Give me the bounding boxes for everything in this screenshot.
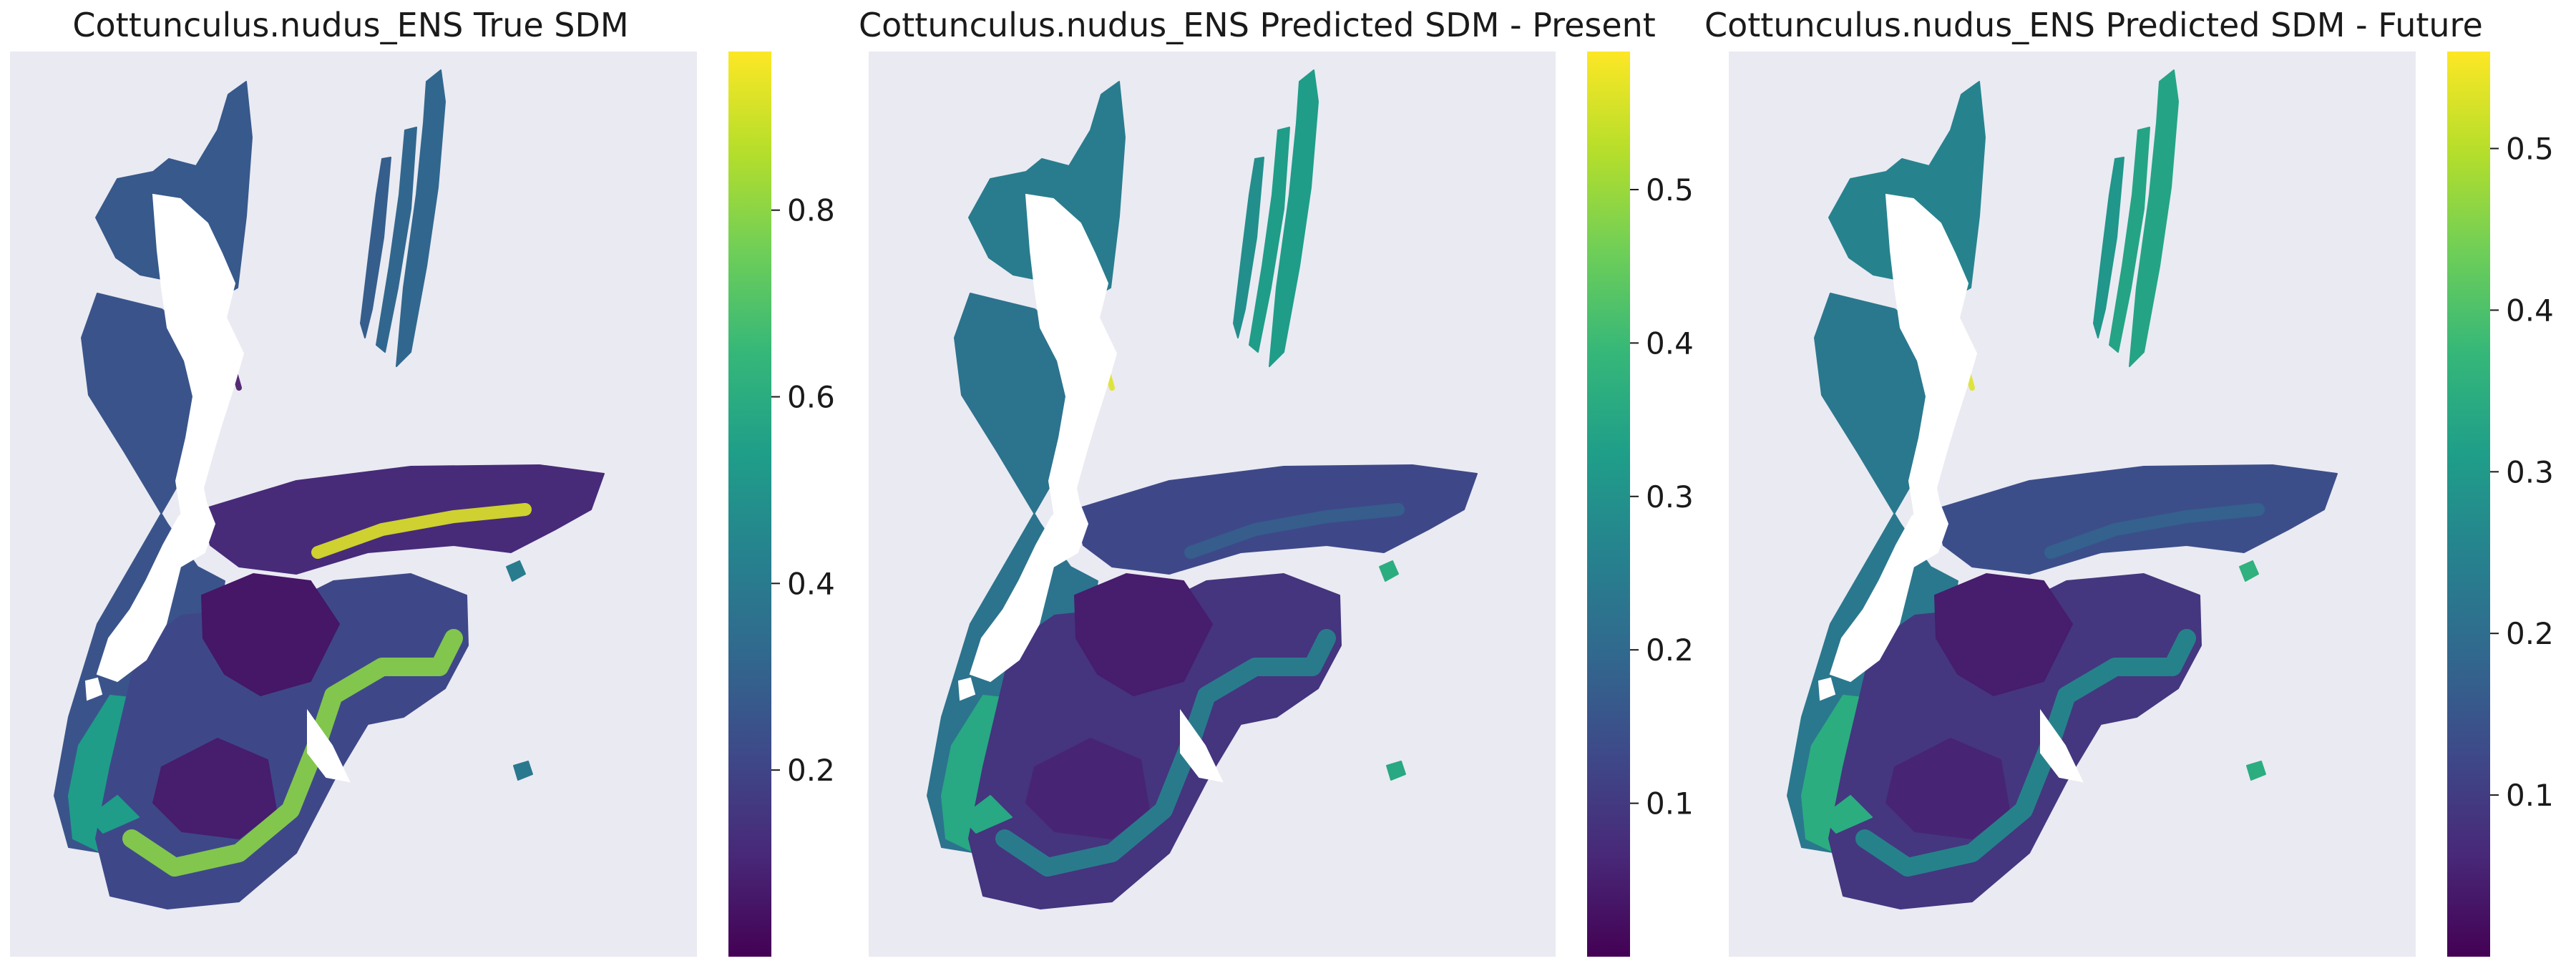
south-island-landmass: [96, 494, 216, 683]
southern-tail-region: [961, 795, 1013, 834]
southern-tail-region: [88, 795, 140, 834]
chatham-islands-patch: [506, 560, 526, 582]
colorbar-scale: 0.1 0.2 0.3 0.4 0.5: [1587, 52, 1694, 957]
no-data-gap: [307, 708, 351, 783]
stewart-island-landmass: [1818, 677, 1836, 701]
colorbar-tick-label: 0.5: [1646, 172, 1694, 208]
colorbar-tick-label: 0.2: [787, 753, 835, 788]
kermadec-ridge-region: [1269, 69, 1319, 367]
chatham-islands-patch: [1379, 560, 1399, 582]
rise-ridge-band: [1184, 503, 1405, 559]
kermadec-ridge-region: [360, 157, 391, 338]
map-plot-area: [869, 52, 1556, 957]
low-suitability-patch: [1025, 738, 1150, 839]
south-island-landmass: [969, 494, 1089, 683]
bounty-islands-patch: [2246, 761, 2266, 781]
colorbar-tick-label: 0.1: [2506, 778, 2554, 813]
map-plot-area: [10, 52, 697, 957]
species-distribution-map: [54, 69, 605, 909]
colorbar-tick-label: 0.3: [1646, 479, 1694, 514]
stewart-island-landmass: [957, 677, 976, 701]
bounty-islands-patch: [1386, 761, 1406, 781]
kermadec-ridge-region: [2129, 69, 2179, 367]
panel-true-sdm: Cottunculus.nudus_ENS True SDM 0.2 0.4 0.6…: [0, 0, 835, 966]
colorbar-gradient: [2447, 52, 2490, 957]
colorbar-gradient: [1587, 52, 1630, 957]
colorbar-tick-label: 0.4: [787, 566, 835, 601]
kermadec-ridge-region: [376, 127, 417, 353]
low-suitability-patch: [1885, 738, 2010, 839]
colorbar-tick-label: 0.4: [2506, 293, 2554, 328]
chart-title: Cottunculus.nudus_ENS Predicted SDM - Pr…: [859, 6, 1656, 44]
kermadec-ridge-region: [1233, 157, 1264, 338]
rise-ridge-band: [311, 503, 532, 559]
panel-predicted-present: Cottunculus.nudus_ENS Predicted SDM - Pr…: [859, 0, 1694, 966]
low-suitability-patch: [152, 738, 277, 839]
map-plot-area: [1729, 52, 2416, 957]
colorbar-gradient: [728, 52, 771, 957]
colorbar: 0.1 0.2 0.3 0.4 0.5: [1587, 52, 1694, 957]
no-data-gap: [2040, 708, 2084, 783]
colorbar-tick-label: 0.1: [1646, 786, 1694, 821]
colorbar: 0.2 0.4 0.6 0.8: [728, 52, 835, 957]
chatham-islands-patch: [2239, 560, 2259, 582]
colorbar: 0.1 0.2 0.3 0.4 0.5: [2447, 52, 2554, 957]
colorbar-tick-label: 0.5: [2506, 132, 2554, 167]
kermadec-ridge-region: [2093, 157, 2124, 338]
kermadec-ridge-region: [2109, 127, 2150, 353]
colorbar-tick-label: 0.2: [2506, 616, 2554, 651]
panel-predicted-future: Cottunculus.nudus_ENS Predicted SDM - Fu…: [1704, 0, 2554, 966]
chart-title: Cottunculus.nudus_ENS True SDM: [72, 6, 629, 44]
chart-title: Cottunculus.nudus_ENS Predicted SDM - Fu…: [1704, 6, 2483, 44]
colorbar-scale: 0.1 0.2 0.3 0.4 0.5: [2447, 52, 2554, 957]
species-distribution-map: [927, 69, 1478, 909]
kermadec-ridge-region: [1249, 127, 1290, 353]
low-suitability-patch: [201, 573, 340, 696]
colorbar-tick-label: 0.6: [787, 380, 835, 415]
stewart-island-landmass: [84, 677, 103, 701]
colorbar-scale: 0.2 0.4 0.6 0.8: [728, 52, 835, 957]
low-suitability-patch: [1074, 573, 1213, 696]
colorbar-tick-label: 0.4: [1646, 326, 1694, 361]
bounty-islands-patch: [513, 761, 533, 781]
southern-tail-region: [1821, 795, 1873, 834]
no-data-gap: [1180, 708, 1224, 783]
south-island-landmass: [1829, 494, 1949, 683]
kermadec-ridge-region: [396, 69, 446, 367]
low-suitability-patch: [1934, 573, 2073, 696]
colorbar-tick-label: 0.8: [787, 193, 835, 228]
rise-ridge-band: [2044, 503, 2265, 559]
species-distribution-map: [1787, 69, 2338, 909]
colorbar-tick-label: 0.2: [1646, 633, 1694, 668]
colorbar-tick-label: 0.3: [2506, 454, 2554, 489]
